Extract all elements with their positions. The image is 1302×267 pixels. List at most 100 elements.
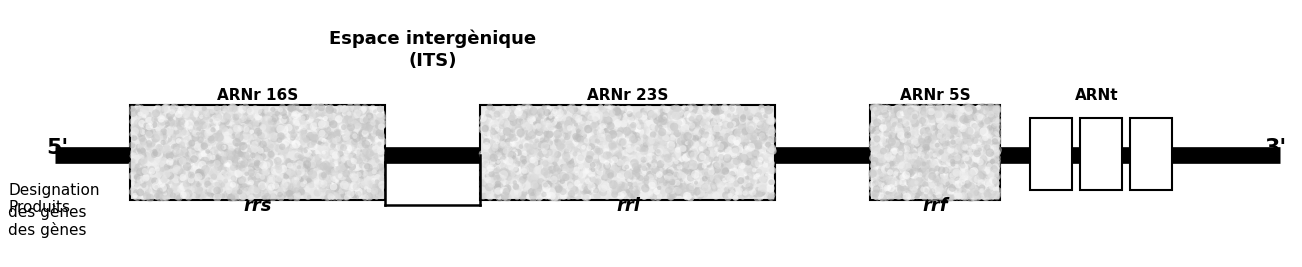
Point bbox=[331, 144, 352, 148]
Point bbox=[954, 164, 975, 168]
Point bbox=[905, 114, 926, 119]
Point bbox=[883, 113, 904, 117]
Point bbox=[984, 185, 1005, 189]
Point bbox=[941, 158, 962, 163]
Point bbox=[978, 142, 999, 146]
Point bbox=[755, 125, 776, 129]
Point bbox=[516, 124, 536, 128]
Point bbox=[616, 172, 637, 177]
Point bbox=[674, 168, 695, 173]
Point bbox=[930, 132, 950, 136]
Point bbox=[983, 112, 1004, 116]
Point bbox=[158, 136, 178, 140]
Point bbox=[963, 140, 984, 144]
Point bbox=[940, 154, 961, 158]
Point bbox=[937, 141, 958, 145]
Point bbox=[359, 145, 380, 149]
Point bbox=[311, 184, 332, 188]
Point bbox=[540, 175, 561, 179]
Point bbox=[707, 122, 728, 127]
Point bbox=[294, 134, 315, 138]
Point bbox=[924, 132, 945, 137]
Point bbox=[613, 168, 634, 172]
Point bbox=[582, 168, 603, 172]
Point bbox=[372, 115, 393, 119]
Point bbox=[962, 140, 983, 144]
Point bbox=[344, 175, 365, 180]
Point bbox=[980, 105, 1001, 110]
Point bbox=[622, 189, 643, 194]
Point bbox=[867, 138, 888, 142]
Point bbox=[333, 183, 354, 187]
Point bbox=[180, 121, 201, 125]
Point bbox=[215, 127, 236, 131]
Point bbox=[587, 158, 608, 162]
Point bbox=[216, 115, 237, 119]
Point bbox=[620, 120, 641, 124]
Point bbox=[542, 186, 562, 190]
Point bbox=[132, 144, 152, 148]
Point bbox=[706, 142, 727, 146]
Point bbox=[198, 132, 219, 136]
Point bbox=[644, 169, 665, 174]
Point bbox=[889, 185, 910, 190]
Point bbox=[617, 119, 638, 123]
Point bbox=[591, 151, 612, 155]
Point bbox=[905, 120, 926, 124]
Point bbox=[237, 191, 258, 195]
Point bbox=[948, 191, 969, 195]
Point bbox=[945, 176, 966, 180]
Point bbox=[132, 155, 152, 159]
Point bbox=[922, 163, 943, 167]
Point bbox=[867, 140, 888, 144]
Point bbox=[950, 108, 971, 113]
Point bbox=[940, 196, 961, 200]
Point bbox=[335, 122, 355, 126]
Point bbox=[656, 123, 677, 127]
Point bbox=[187, 151, 208, 156]
Point bbox=[690, 130, 711, 135]
Point bbox=[294, 177, 315, 181]
Point bbox=[212, 126, 233, 130]
Point bbox=[956, 131, 976, 135]
Point bbox=[862, 173, 883, 177]
Point bbox=[952, 138, 973, 142]
Point bbox=[215, 182, 236, 187]
Point bbox=[539, 117, 560, 122]
Point bbox=[169, 143, 190, 148]
Point bbox=[315, 112, 336, 116]
Point bbox=[329, 157, 350, 161]
Point bbox=[512, 118, 533, 123]
Point bbox=[758, 164, 779, 168]
Point bbox=[967, 137, 988, 141]
Point bbox=[883, 193, 904, 197]
Point bbox=[751, 138, 772, 143]
Point bbox=[579, 172, 600, 177]
Point bbox=[986, 107, 1006, 111]
Point bbox=[341, 146, 362, 150]
Point bbox=[167, 120, 187, 124]
Point bbox=[723, 105, 743, 110]
Point bbox=[664, 107, 685, 111]
Point bbox=[654, 182, 674, 186]
Point bbox=[923, 166, 944, 171]
Point bbox=[527, 165, 548, 169]
Point bbox=[122, 169, 143, 173]
Point bbox=[616, 193, 637, 197]
Point bbox=[901, 193, 922, 197]
Point bbox=[523, 169, 544, 174]
Point bbox=[973, 128, 993, 132]
Point bbox=[962, 114, 983, 119]
Point bbox=[634, 114, 655, 118]
Point bbox=[896, 180, 917, 184]
Point bbox=[260, 127, 281, 131]
Point bbox=[635, 179, 656, 184]
Point bbox=[663, 155, 684, 159]
Point bbox=[221, 122, 242, 127]
Point bbox=[548, 141, 569, 145]
Point bbox=[240, 193, 260, 197]
Point bbox=[312, 190, 333, 195]
Point bbox=[872, 176, 893, 180]
Point bbox=[613, 150, 634, 155]
Point bbox=[897, 147, 918, 151]
